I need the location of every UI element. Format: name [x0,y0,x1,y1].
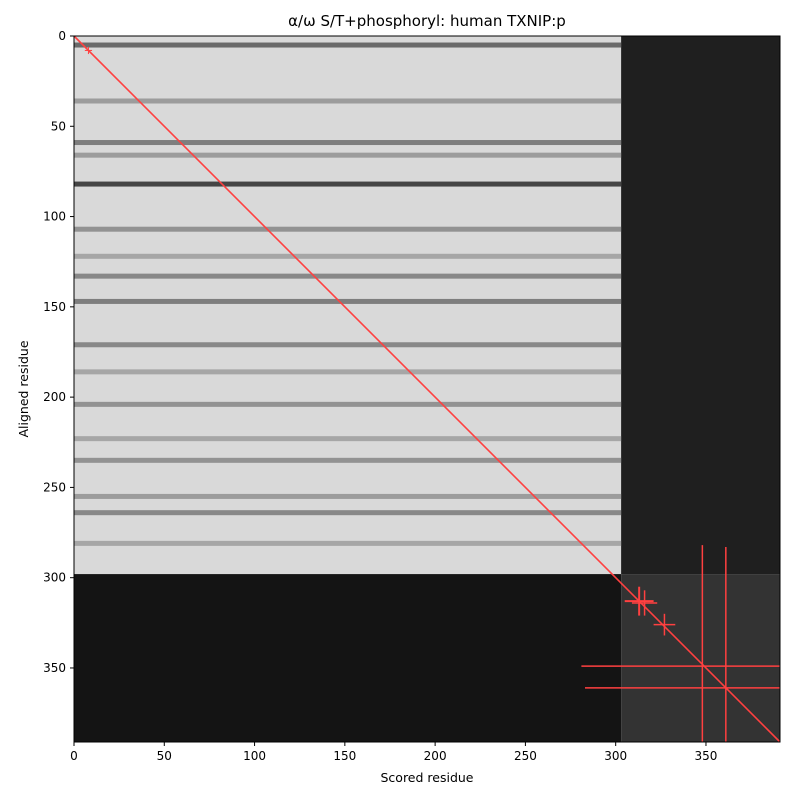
y-tick-label: 300 [43,571,66,585]
heatmap-band-5 [74,226,622,232]
y-tick-label: 200 [43,390,66,404]
x-tick-label: 200 [424,749,447,763]
cross-marker-3 [581,545,780,742]
heatmap-block-1 [621,36,780,575]
y-tick-label: 250 [43,480,66,494]
y-axis: 0 50 100 150 200 250 300 350 [43,29,74,675]
x-axis-label: Scored residue [380,770,473,785]
y-tick-label: 50 [51,119,66,133]
cross-marker-4 [584,546,780,742]
heatmap-band-12 [74,436,622,442]
x-tick-label: 150 [333,749,356,763]
heatmap-band-3 [74,152,622,158]
heatmap-band-8 [74,298,622,304]
heatmap-band-10 [74,369,622,375]
heatmap-band-13 [74,457,622,463]
x-tick-label: 250 [514,749,537,763]
y-axis-label: Aligned residue [16,340,31,437]
heatmap-block-2 [74,574,622,742]
y-tick-label: 150 [43,300,66,314]
heatmap-band-2 [74,140,622,146]
cross-marker-2 [653,613,676,636]
cross-marker-5 [84,46,93,55]
cross-marker-1 [631,590,658,616]
heatmap-block-0 [74,36,622,575]
heatmap-band-16 [74,540,622,546]
heatmap-band-4 [74,181,622,187]
x-axis: 0 50 100 150 200 250 300 350 [70,742,717,763]
plot-area [73,35,781,743]
heatmap-band-6 [74,253,622,259]
y-tick-label: 350 [43,661,66,675]
heatmap-band-1 [74,98,622,104]
x-tick-label: 50 [157,749,172,763]
y-tick-label: 100 [43,210,66,224]
heatmap-band-15 [74,510,622,516]
x-tick-label: 300 [604,749,627,763]
heatmap-band-11 [74,401,622,407]
x-tick-label: 350 [695,749,718,763]
plot-frame [73,35,781,743]
x-tick-label: 0 [70,749,78,763]
heatmap-band-14 [74,493,622,499]
y-tick-label: 0 [58,29,66,43]
cross-marker-0 [624,586,654,616]
chart-title: α/ω S/T+phosphoryl: human TXNIP:p [288,12,566,30]
heatmap-band-7 [74,273,622,279]
heatmap-band-9 [74,342,622,348]
heatmap-band-0 [74,42,622,48]
x-tick-label: 100 [243,749,266,763]
